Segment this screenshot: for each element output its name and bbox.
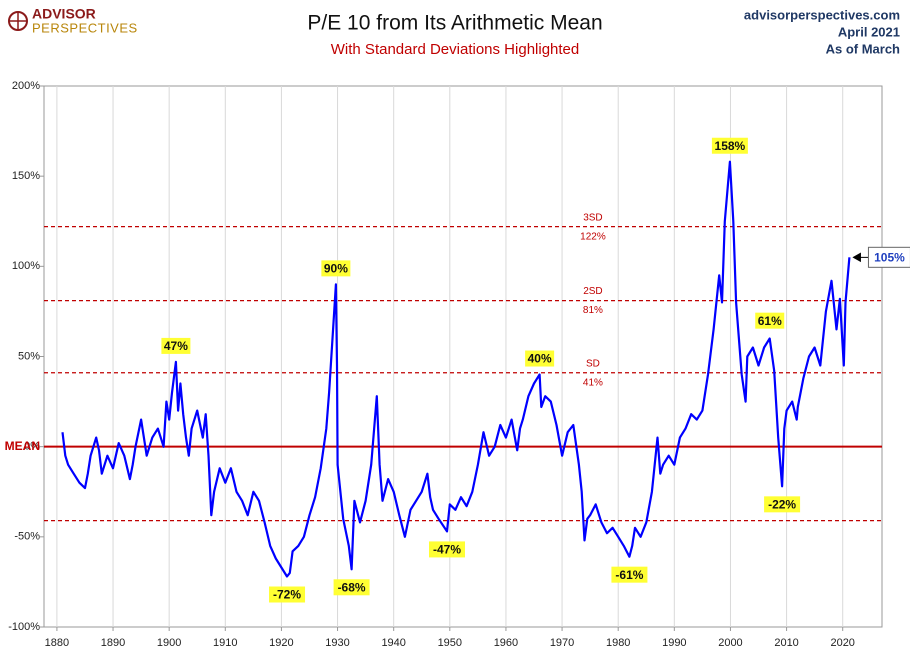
callout-arrow: [852, 252, 869, 263]
x-tick-label: 1880: [45, 637, 69, 649]
logo-icon-cross: [9, 12, 27, 30]
x-tick-label: 1900: [157, 637, 181, 649]
source-date: April 2021: [838, 24, 900, 39]
x-tick-label: 2000: [718, 637, 742, 649]
annotation-label: -72%: [273, 588, 301, 602]
annotation-box: [611, 566, 648, 583]
annotation-box: [321, 260, 351, 277]
annotation-box: [755, 312, 785, 329]
annotation-box: [161, 337, 191, 354]
y-tick-label: -100%: [8, 621, 40, 633]
chart-subtitle: With Standard Deviations Highlighted: [331, 41, 579, 58]
annotation-label: 40%: [528, 352, 552, 366]
chart-title: P/E 10 from Its Arithmetic Mean: [307, 12, 602, 35]
annotation-label: -47%: [433, 543, 461, 557]
annotation-label: 47%: [164, 339, 188, 353]
annotation-label: 90%: [324, 262, 348, 276]
line-series: [61, 160, 851, 578]
sd-name: 2SD: [583, 286, 602, 297]
sd-name: SD: [586, 358, 600, 369]
x-tick-label: 1890: [101, 637, 125, 649]
annotation-label: 61%: [758, 314, 782, 328]
annotation-box: [764, 496, 801, 513]
annotation-label: 158%: [715, 139, 746, 153]
sd-label: 81%: [583, 305, 603, 316]
sd-label: 122%: [580, 231, 606, 242]
x-tick-label: 1940: [381, 637, 405, 649]
x-tick-label: 1930: [325, 637, 349, 649]
x-tick-label: 2010: [774, 637, 798, 649]
annotation-box: [525, 350, 555, 367]
x-tick-label: 1910: [213, 637, 237, 649]
sd-name: 3SD: [583, 212, 602, 223]
y-tick-label: 50%: [18, 350, 40, 362]
source-site: advisorperspectives.com: [744, 7, 900, 22]
annotation-box: [333, 579, 370, 596]
mean-label: MEAN: [5, 439, 40, 453]
annotation-label: -61%: [615, 568, 643, 582]
y-tick-label: 200%: [12, 80, 40, 92]
last-value-label: 105%: [874, 250, 905, 264]
annotation-box: [429, 541, 466, 558]
x-tick-label: 1970: [550, 637, 574, 649]
source-as-of: As of March: [826, 41, 900, 56]
x-tick-label: 1960: [494, 637, 518, 649]
y-tick-label: -50%: [14, 531, 40, 543]
annotation-label: -22%: [768, 498, 796, 512]
logo-line2: PERSPECTIVES: [32, 20, 138, 35]
annotation-box: [711, 137, 748, 154]
y-tick-label: 150%: [12, 170, 40, 182]
callout-box: [867, 246, 910, 268]
x-tick-label: 1950: [438, 637, 462, 649]
logo-line1: ADVISOR: [32, 6, 96, 22]
sd-label: 41%: [583, 377, 603, 388]
y-tick-label: 100%: [12, 260, 40, 272]
annotation-label: -68%: [338, 580, 366, 594]
x-tick-label: 1980: [606, 637, 630, 649]
y-tick-label: 0%: [24, 441, 40, 453]
x-tick-label: 1990: [662, 637, 686, 649]
annotation-box: [269, 586, 306, 603]
x-tick-label: 2020: [830, 637, 854, 649]
x-tick-label: 1920: [269, 637, 293, 649]
